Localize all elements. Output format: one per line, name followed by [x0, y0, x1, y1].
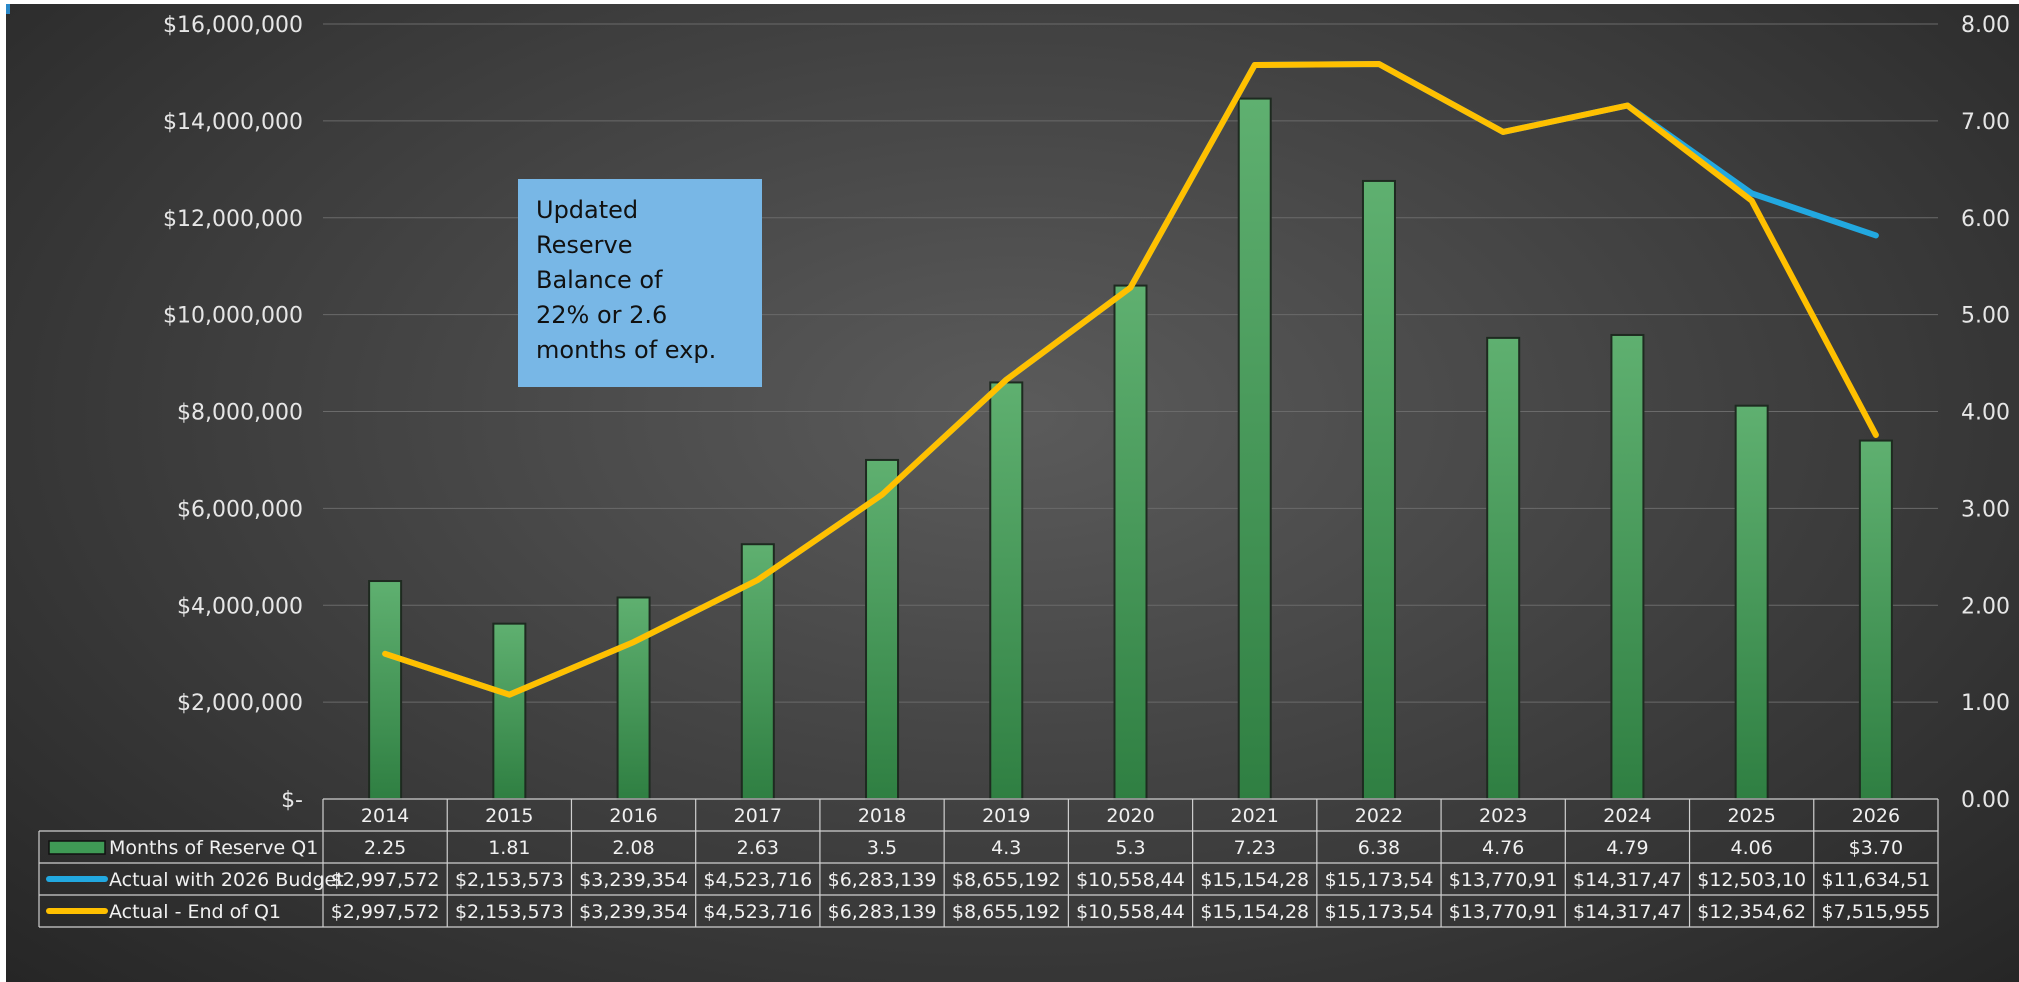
- legend-label: Actual - End of Q1: [109, 901, 281, 923]
- bar: [1858, 439, 1893, 800]
- category-label: 2023: [1479, 805, 1527, 827]
- data-cell: $15,154,28: [1200, 869, 1309, 891]
- data-cell: $4,523,716: [703, 869, 812, 891]
- category-label: 2020: [1106, 805, 1154, 827]
- annotation-box: Updated Reserve Balance of 22% or 2.6 mo…: [518, 179, 762, 387]
- chart-svg: $- 0.00 $2,000,000 1.00 $4,000,000 2.00 $6,000…: [38, 13, 2010, 928]
- data-cell: $6,283,139: [828, 869, 937, 891]
- accent-mark: [6, 4, 10, 14]
- data-cell: $4,523,716: [703, 901, 812, 923]
- data-cell: $11,634,51: [1821, 869, 1930, 891]
- y-right-tick-label: 6.00: [1961, 207, 2010, 232]
- category-label: 2025: [1727, 805, 1775, 827]
- data-cell: 4.06: [1730, 837, 1772, 859]
- data-cell: $2,153,573: [455, 869, 564, 891]
- legend-label: Actual with 2026 Budget: [109, 869, 344, 891]
- bar: [865, 458, 900, 800]
- y-left-tick-label: $12,000,000: [163, 207, 303, 232]
- bar: [368, 580, 403, 800]
- bar: [989, 381, 1024, 800]
- data-cell: $7,515,955: [1821, 901, 1930, 923]
- data-cell: $13,770,91: [1449, 869, 1558, 891]
- annotation-text: Updated Reserve Balance of 22% or 2.6 mo…: [536, 196, 717, 364]
- y-right-tick-label: 2.00: [1961, 594, 2010, 619]
- data-cell: $13,770,91: [1449, 901, 1558, 923]
- data-cell: 4.79: [1606, 837, 1648, 859]
- y-left-tick-label: $14,000,000: [163, 110, 303, 135]
- y-left-tick-label: $-: [281, 788, 303, 813]
- category-label: 2017: [734, 805, 782, 827]
- y-right-tick-label: 4.00: [1961, 401, 2010, 426]
- data-cell: 2.63: [737, 837, 779, 859]
- data-cell: $15,154,28: [1200, 901, 1309, 923]
- y-left-tick-label: $8,000,000: [177, 401, 303, 426]
- data-cell: $14,317,47: [1573, 869, 1682, 891]
- y-left-tick-label: $16,000,000: [163, 13, 303, 38]
- legend-label: Months of Reserve Q1: [109, 837, 318, 859]
- category-label: 2014: [361, 805, 409, 827]
- data-cell: 6.38: [1358, 837, 1400, 859]
- data-cell: $8,655,192: [952, 869, 1061, 891]
- category-label: 2022: [1355, 805, 1403, 827]
- data-cell: 2.08: [612, 837, 654, 859]
- bar: [1610, 333, 1645, 800]
- data-cell: $3.70: [1849, 837, 1903, 859]
- legend-key-bar: [48, 840, 106, 855]
- y-left-tick-label: $2,000,000: [177, 691, 303, 716]
- bar: [492, 622, 527, 800]
- category-label: 2019: [982, 805, 1030, 827]
- data-cell: $10,558,44: [1076, 901, 1185, 923]
- data-cell: $15,173,54: [1325, 901, 1434, 923]
- data-cell: $2,997,572: [331, 901, 440, 923]
- bar: [1734, 404, 1769, 800]
- data-cell: $3,239,354: [579, 869, 688, 891]
- data-cell: $2,997,572: [331, 869, 440, 891]
- data-cell: $6,283,139: [828, 901, 937, 923]
- y-right-tick-label: 0.00: [1961, 788, 2010, 813]
- category-label: 2026: [1852, 805, 1900, 827]
- data-cell: 4.3: [991, 837, 1021, 859]
- data-cell: $3,239,354: [579, 901, 688, 923]
- category-label: 2015: [485, 805, 533, 827]
- data-cell: 1.81: [488, 837, 530, 859]
- y-right-tick-label: 8.00: [1961, 13, 2010, 38]
- category-label: 2024: [1603, 805, 1651, 827]
- data-cell: $10,558,44: [1076, 869, 1185, 891]
- data-cell: 3.5: [867, 837, 897, 859]
- bar: [1486, 336, 1521, 800]
- data-cell: $2,153,573: [455, 901, 564, 923]
- y-left-tick-label: $4,000,000: [177, 594, 303, 619]
- data-cell: 2.25: [364, 837, 406, 859]
- category-label: 2021: [1231, 805, 1279, 827]
- bar: [616, 596, 651, 800]
- category-label: 2018: [858, 805, 906, 827]
- data-cell: $8,655,192: [952, 901, 1061, 923]
- y-right-tick-label: 3.00: [1961, 497, 2010, 522]
- data-cell: $15,173,54: [1325, 869, 1434, 891]
- data-cell: $14,317,47: [1573, 901, 1682, 923]
- data-cell: 5.3: [1115, 837, 1145, 859]
- series-line-actual: [382, 61, 1879, 698]
- y-left-tick-label: $6,000,000: [177, 497, 303, 522]
- chart-area: $- 0.00 $2,000,000 1.00 $4,000,000 2.00 $6,000…: [6, 4, 2019, 982]
- y-left-tick-label: $10,000,000: [163, 304, 303, 329]
- data-cell: $12,354,62: [1697, 901, 1806, 923]
- data-cell: 4.76: [1482, 837, 1524, 859]
- bar: [1361, 179, 1396, 800]
- bar: [1237, 97, 1272, 800]
- data-cell: $12,503,10: [1697, 869, 1806, 891]
- data-cell: 7.23: [1234, 837, 1276, 859]
- y-right-tick-label: 7.00: [1961, 110, 2010, 135]
- y-right-tick-label: 5.00: [1961, 304, 2010, 329]
- category-label: 2016: [609, 805, 657, 827]
- y-right-tick-label: 1.00: [1961, 691, 2010, 716]
- bar: [1113, 284, 1148, 800]
